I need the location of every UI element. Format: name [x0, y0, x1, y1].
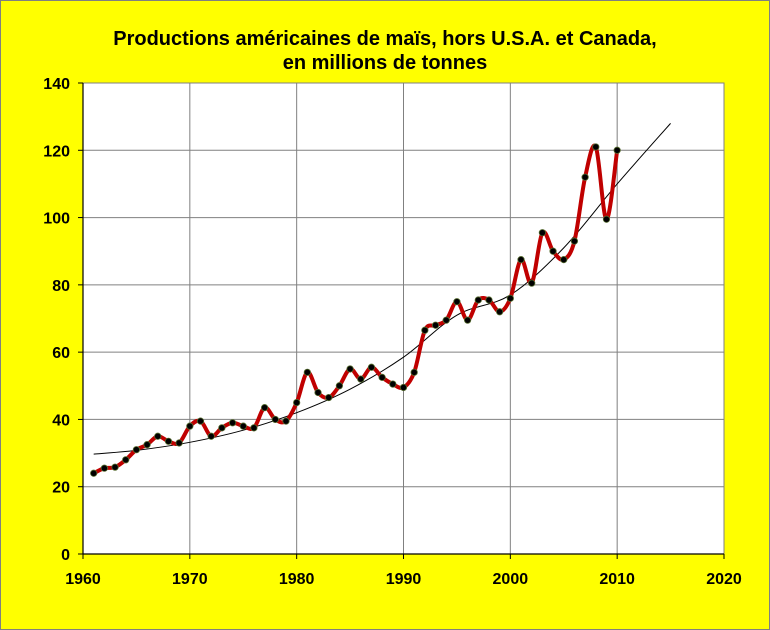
data-point: [271, 415, 279, 424]
data-point: [421, 326, 429, 334]
data-markers: [90, 143, 621, 477]
data-point: [453, 298, 461, 306]
data-point: [485, 296, 493, 304]
data-point: [528, 279, 536, 287]
data-point: [592, 143, 600, 151]
data-point: [111, 463, 119, 471]
x-tick-label: 1960: [65, 571, 101, 588]
data-point: [474, 296, 482, 304]
data-point: [282, 417, 290, 425]
data-point: [602, 215, 611, 223]
x-tick-label: 2000: [493, 571, 529, 588]
data-point: [613, 146, 621, 154]
trend-series: [93, 123, 671, 455]
axes: [78, 82, 725, 559]
y-tick-label: 120: [43, 143, 70, 160]
data-point: [538, 229, 546, 237]
x-tick-label: 2010: [599, 571, 635, 588]
data-point: [378, 373, 386, 381]
data-point: [132, 446, 141, 454]
grid-lines: [83, 83, 724, 554]
data-point: [431, 321, 440, 329]
y-tick-label: 0: [61, 547, 70, 564]
data-point: [570, 237, 579, 245]
chart-subtitle: en millions de tonnes: [282, 52, 488, 74]
data-point: [367, 363, 376, 371]
x-tick-label: 1990: [386, 571, 422, 588]
data-point: [218, 424, 226, 432]
data-point: [581, 173, 589, 181]
y-tick-label: 20: [52, 480, 70, 497]
y-tick-label: 80: [52, 278, 70, 295]
data-point: [560, 256, 568, 264]
data-point: [250, 424, 258, 432]
data-point: [517, 256, 525, 264]
y-tick-labels: 0 20 40 60 80 100 120 140: [43, 76, 70, 564]
data-point: [346, 365, 354, 373]
data-point: [186, 422, 194, 430]
data-point: [357, 375, 365, 383]
data-point: [100, 464, 108, 472]
data-point: [261, 404, 269, 412]
data-point: [410, 368, 418, 376]
trend-line: [93, 123, 671, 455]
x-tick-label: 2020: [706, 571, 742, 588]
data-point: [90, 469, 98, 477]
data-point: [325, 393, 333, 402]
chart-title: Productions américaines de maïs, hors U.…: [113, 28, 657, 50]
data-point: [549, 247, 557, 255]
data-point: [122, 456, 130, 464]
data-point: [228, 419, 237, 427]
y-tick-label: 100: [43, 211, 70, 228]
data-point: [154, 432, 162, 440]
data-point: [303, 368, 311, 376]
data-point: [496, 308, 504, 316]
data-point: [207, 432, 215, 440]
data-point: [143, 441, 151, 449]
data-point: [293, 399, 301, 407]
x-tick-labels: 1960 1970 1980 1990 2000 2010 2020: [65, 571, 742, 588]
data-point: [196, 417, 205, 425]
data-point: [442, 316, 450, 324]
data-point: [463, 316, 472, 324]
data-point: [239, 422, 247, 430]
y-tick-label: 140: [43, 76, 70, 93]
data-point: [335, 382, 343, 390]
data-point: [389, 380, 397, 388]
x-tick-label: 1970: [172, 571, 208, 588]
x-tick-label: 1980: [279, 571, 315, 588]
data-point: [164, 437, 173, 445]
data-point: [175, 439, 183, 447]
data-point: [314, 388, 322, 397]
y-tick-label: 40: [52, 412, 70, 429]
data-point: [399, 383, 408, 392]
data-point: [506, 294, 514, 302]
y-tick-label: 60: [52, 345, 70, 362]
